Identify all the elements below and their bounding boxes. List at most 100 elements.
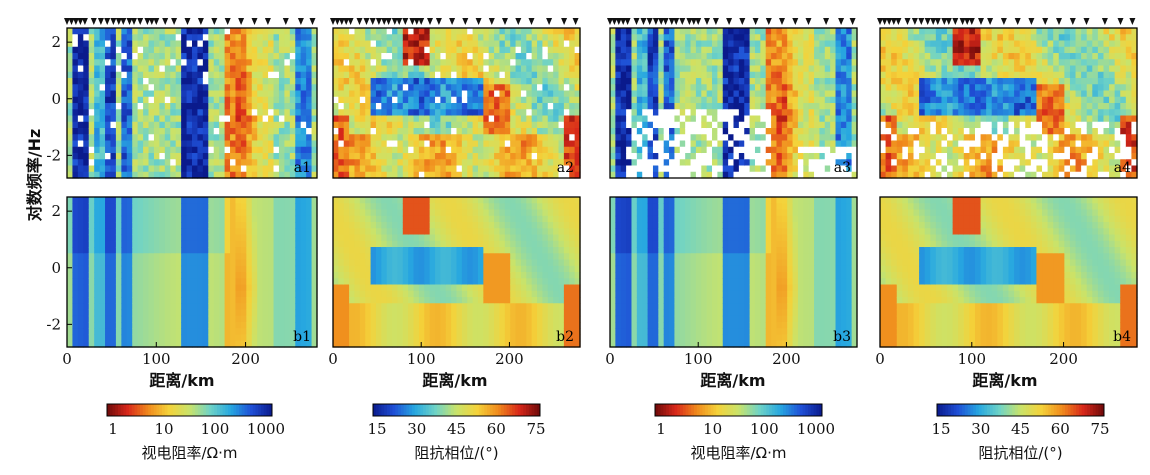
heat-cell [192, 90, 199, 98]
heat-cell [235, 109, 242, 117]
heat-cell [615, 65, 622, 73]
heat-cell [663, 121, 670, 129]
heat-cell [907, 40, 915, 48]
heat-cell [359, 59, 366, 67]
heat-cell [230, 140, 237, 148]
heat-cell [930, 96, 937, 104]
heat-cell [300, 153, 307, 160]
heat-cell [148, 303, 155, 311]
heat-cell [1047, 165, 1054, 173]
heat-cell [679, 53, 686, 60]
heat-cell [808, 103, 815, 110]
heat-cell [148, 109, 155, 117]
heat-cell [674, 109, 681, 117]
heat-cell [997, 128, 1004, 135]
heat-cell [510, 109, 517, 117]
heat-cell [278, 53, 285, 60]
heat-cell [175, 59, 182, 67]
heat-cell [1008, 34, 1015, 42]
heat-cell [1097, 59, 1105, 67]
heat-cell [626, 128, 633, 135]
heat-cell [278, 65, 285, 73]
heat-cell [494, 115, 501, 123]
heat-cell [760, 90, 767, 98]
heat-cell [787, 28, 794, 35]
heat-cell [1131, 65, 1138, 73]
heat-cell [515, 134, 522, 142]
heat-cell [1075, 146, 1082, 154]
heat-cell [88, 65, 95, 73]
heat-cell [451, 78, 458, 85]
heat-cell [997, 159, 1004, 167]
heat-cell [499, 53, 506, 60]
heat-cell [99, 84, 106, 92]
heat-cell [1086, 78, 1093, 85]
heat-cell [208, 34, 215, 42]
heat-cell [760, 65, 767, 73]
heat-cell [1047, 140, 1054, 148]
heat-cell [170, 40, 177, 48]
heat-cell [846, 84, 853, 92]
heat-cell [375, 84, 382, 92]
heat-cell [902, 121, 909, 129]
heat-cell [674, 90, 681, 98]
heat-cell [126, 309, 133, 317]
heat-cell [170, 90, 177, 98]
heat-cell [349, 165, 356, 173]
heat-cell [835, 78, 842, 85]
heat-cell [830, 34, 837, 42]
heat-cell [819, 146, 826, 154]
heat-cell [121, 59, 128, 67]
heat-cell [77, 197, 84, 204]
heat-cell [781, 53, 788, 60]
heat-cell [706, 115, 713, 123]
heat-cell [461, 109, 468, 117]
heat-cell [181, 78, 188, 85]
heat-cell [935, 90, 943, 98]
heat-cell [246, 84, 253, 92]
heat-cell [1053, 84, 1060, 92]
heat-cell [526, 121, 533, 129]
heat-cell [1002, 165, 1010, 173]
heat-cell [386, 65, 393, 73]
heat-cell [797, 34, 804, 42]
heat-cell [754, 109, 761, 117]
heat-cell [408, 90, 415, 98]
heat-cell [749, 40, 756, 48]
heat-cell [164, 153, 171, 160]
heat-cell [278, 115, 285, 123]
heat-cell [284, 34, 291, 42]
heat-cell [1081, 96, 1088, 104]
heat-cell [1058, 59, 1065, 67]
heat-cell [1086, 90, 1093, 98]
heat-cell [679, 65, 686, 73]
heat-cell [477, 165, 484, 173]
heat-cell [547, 84, 554, 92]
heat-cell [510, 96, 517, 104]
heat-cell [652, 96, 659, 104]
heat-cell [88, 34, 95, 42]
heat-cell [83, 71, 90, 79]
heat-cell [94, 153, 101, 160]
heat-cell [295, 34, 302, 42]
heat-cell [991, 28, 998, 35]
heat-cell [846, 121, 853, 129]
heat-cell [392, 159, 399, 167]
heat-cell [83, 209, 90, 217]
heat-cell [77, 303, 84, 311]
heat-cell [472, 153, 479, 160]
heat-cell [251, 53, 258, 60]
heat-cell [997, 46, 1004, 54]
heat-cell [991, 121, 998, 129]
heat-cell [537, 40, 544, 48]
heat-cell [808, 65, 815, 73]
heat-cell [885, 121, 892, 129]
heat-cell [547, 128, 554, 135]
heat-cell [569, 159, 576, 167]
heat-cell [1019, 78, 1026, 85]
heat-cell [240, 134, 247, 142]
heat-cell [547, 71, 554, 79]
heat-cell [213, 103, 220, 110]
heat-cell [143, 215, 150, 223]
heat-cell [467, 34, 474, 42]
